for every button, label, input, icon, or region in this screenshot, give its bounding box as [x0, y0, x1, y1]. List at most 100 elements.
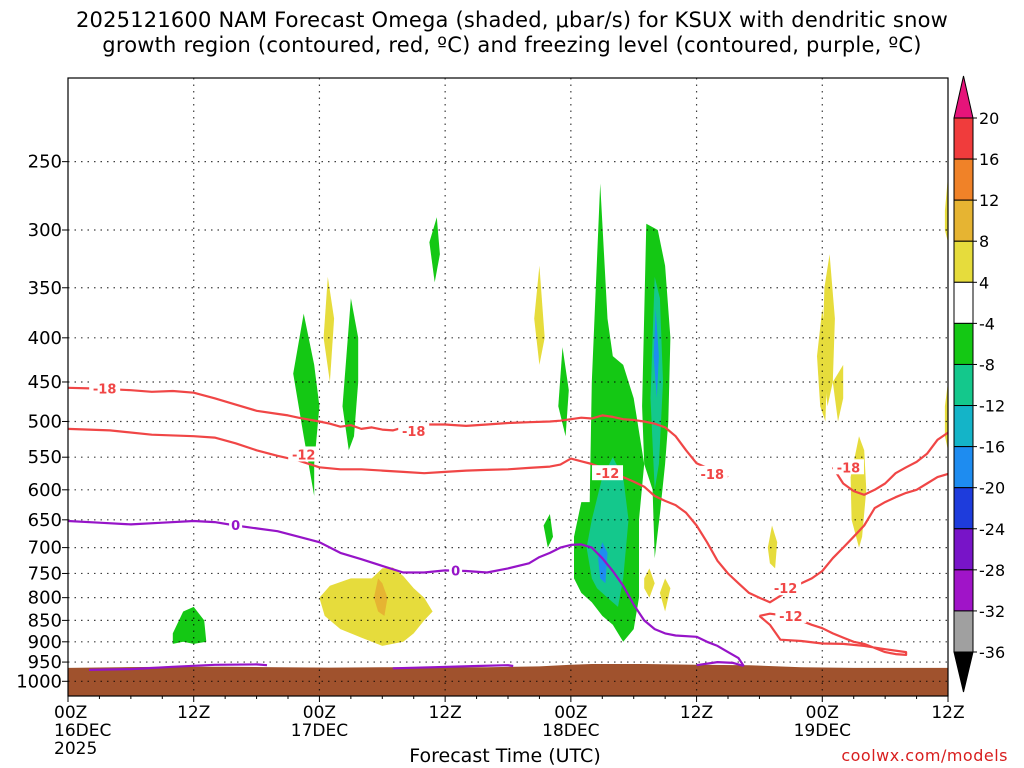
ytick-label-850: 850 [28, 610, 62, 631]
contour-freezing-level-low2 [392, 664, 514, 670]
chart-title-line2: growth region (contoured, red, ºC) and f… [102, 33, 922, 57]
ytick-label-900: 900 [28, 632, 62, 653]
omega-region-1 [342, 298, 359, 451]
xtick-date-0: 16DEC [54, 721, 111, 741]
colorbar-bin-0 [953, 117, 974, 160]
colorbar-label-11: -28 [979, 561, 1005, 580]
omega-region-12 [653, 308, 659, 399]
omega-region-24 [644, 568, 655, 598]
xtick-time-60: 12Z [680, 703, 713, 723]
omega-region-23 [172, 606, 207, 644]
ytick-label-650: 650 [28, 510, 62, 531]
contour-freezing-level-low3 [696, 661, 745, 668]
omega-region-13 [659, 578, 671, 612]
colorbar-label-0: 20 [979, 109, 999, 128]
colorbar-bin-11 [953, 569, 974, 612]
contour-label-bg-1 [398, 423, 430, 439]
ground-terrain [68, 664, 948, 696]
xtick-time-72: 00Z [806, 703, 839, 723]
chart-title-line1: 2025121600 NAM Forecast Omega (shaded, μ… [75, 8, 949, 32]
contour-label-bg-5 [592, 465, 624, 481]
xtick-date-24: 17DEC [291, 721, 348, 741]
contour-dgz-minus18b [831, 431, 949, 496]
ytick-label-500: 500 [28, 411, 62, 432]
colorbar-bin-3 [953, 240, 974, 283]
ytick-label-350: 350 [28, 278, 62, 299]
xtick-year-0: 2025 [54, 739, 97, 759]
omega-region-2 [323, 276, 335, 382]
ytick-label-300: 300 [28, 220, 62, 241]
colorbar-label-3: 8 [979, 232, 989, 251]
contour-label-5: -12 [596, 467, 620, 482]
ytick-label-400: 400 [28, 328, 62, 349]
xtick-date-72: 19DEC [794, 721, 851, 741]
colorbar-bin-4 [953, 281, 974, 324]
colorbar-label-4: 4 [979, 273, 989, 292]
colorbar-bin-6 [953, 363, 974, 407]
ytick-label-250: 250 [28, 152, 62, 173]
ytick-label-700: 700 [28, 538, 62, 559]
colorbar-label-2: 12 [979, 191, 999, 210]
xtick-time-48: 00Z [554, 703, 587, 723]
ytick-label-950: 950 [28, 652, 62, 673]
contour-label-bg-2 [696, 465, 728, 481]
omega-region-3 [429, 217, 440, 283]
colorbar-bin-5 [953, 322, 974, 365]
contour-label-9: 0 [451, 564, 460, 579]
colorbar-bin-7 [953, 405, 974, 448]
contour-label-8: 0 [231, 519, 240, 534]
omega-region-18 [767, 525, 778, 569]
contour-label-0: -18 [93, 383, 117, 398]
xtick-date-48: 18DEC [542, 721, 599, 741]
source-credit[interactable]: coolwx.com/models [841, 746, 1008, 765]
colorbar-bin-8 [953, 446, 974, 489]
contours [67, 386, 949, 671]
omega-region-9 [543, 514, 553, 548]
colorbar-bin-10 [953, 528, 974, 571]
contour-label-bg-7 [775, 607, 807, 623]
colorbar-bin-1 [953, 158, 974, 201]
grid [68, 78, 948, 696]
ytick-label-550: 550 [28, 447, 62, 468]
colorbar-label-7: -12 [979, 397, 1005, 416]
colorbar-label-5: -4 [979, 314, 995, 333]
contour-label-3: -18 [837, 461, 861, 476]
contour-label-6: -12 [774, 582, 798, 597]
colorbar-over-triangle [953, 75, 974, 119]
ytick-label-450: 450 [28, 372, 62, 393]
colorbar-label-12: -32 [979, 602, 1005, 621]
omega-shading [172, 176, 948, 646]
contour-freezing-level-low [88, 663, 268, 671]
omega-region-8 [558, 347, 569, 437]
ground-fill [68, 664, 948, 696]
contour-label-bg-9 [449, 562, 463, 578]
contour-dgz-minus18 [67, 386, 729, 479]
colorbar-label-6: -8 [979, 355, 995, 374]
contour-dgz-minus12 [67, 427, 949, 604]
colorbar-label-8: -16 [979, 438, 1005, 457]
colorbar-label-10: -24 [979, 520, 1005, 539]
omega-region-6 [586, 457, 629, 607]
xtick-time-36: 12Z [429, 703, 462, 723]
omega-region-16 [832, 364, 844, 422]
contour-label-bg-8 [229, 516, 243, 532]
contour-label-4: -12 [292, 448, 316, 463]
ytick-label-1000: 1000 [16, 671, 62, 692]
colorbar-label-1: 16 [979, 150, 999, 169]
colorbar-bin-9 [953, 487, 974, 530]
plot-background [68, 78, 948, 696]
y-axis: 2503003504004505005506006507007508008509… [16, 152, 68, 692]
contour-label-1: -18 [402, 425, 426, 440]
xtick-time-12: 12Z [177, 703, 210, 723]
contour-labels: -18 -18 -18 -18 -12 -12 -12 -12 0 0 [89, 380, 864, 625]
colorbar-label-9: -20 [979, 479, 1005, 498]
colorbar-bin-12 [953, 610, 974, 653]
ytick-label-800: 800 [28, 588, 62, 609]
ytick-label-750: 750 [28, 563, 62, 584]
colorbar: 20 16 12 8 4 -4 -8 -12 -16 -20 -24 -28 -32 -36 [953, 75, 1005, 693]
contour-label-bg-0 [89, 380, 121, 396]
contour-label-2: -18 [701, 468, 725, 483]
xtick-time-24: 00Z [303, 703, 336, 723]
